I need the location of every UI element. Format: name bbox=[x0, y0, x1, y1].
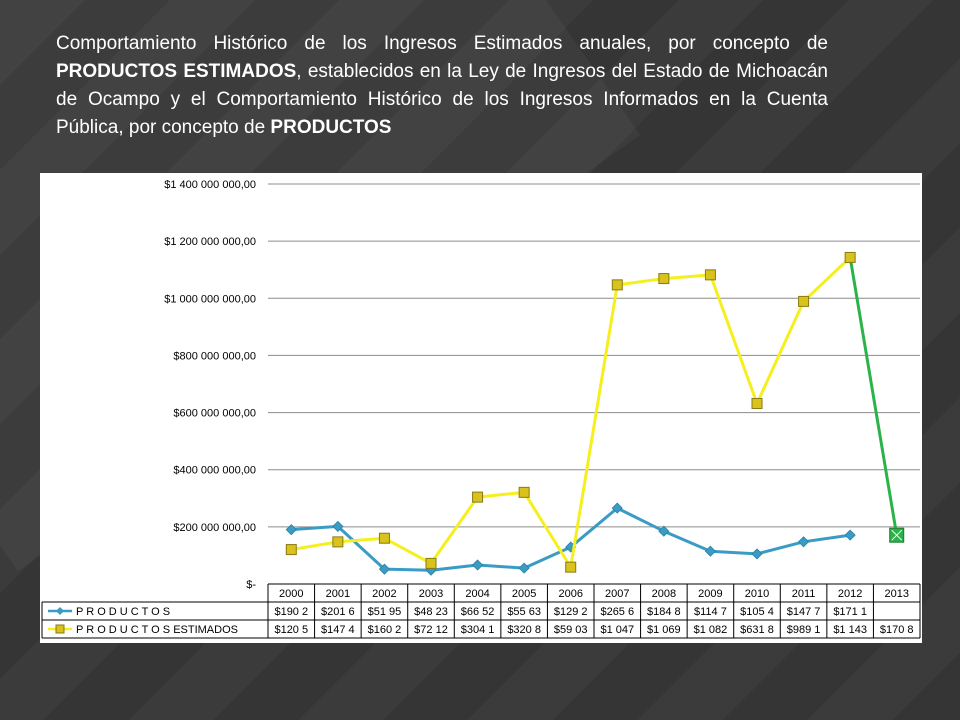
title-part-1: Comportamiento Histórico de los Ingresos… bbox=[56, 33, 828, 54]
data-point bbox=[285, 524, 297, 536]
data-point-cross bbox=[891, 529, 903, 541]
data-point bbox=[704, 545, 716, 557]
data-point bbox=[425, 557, 437, 569]
x-category-label: 2007 bbox=[605, 588, 629, 600]
x-category-label: 2009 bbox=[698, 588, 722, 600]
x-category-label: 2000 bbox=[279, 588, 303, 600]
y-tick-label: $200 000 000,00 bbox=[173, 522, 256, 534]
title-bold-1: PRODUCTOS ESTIMADOS bbox=[56, 61, 297, 82]
data-point bbox=[332, 520, 344, 532]
data-point bbox=[704, 269, 716, 281]
table-value: $59 03 bbox=[554, 624, 588, 636]
x-category-label: 2004 bbox=[465, 588, 489, 600]
table-value: $171 1 bbox=[833, 606, 867, 618]
data-point bbox=[798, 536, 810, 548]
table-value: $160 2 bbox=[368, 624, 402, 636]
x-category-label: 2001 bbox=[326, 588, 350, 600]
data-point bbox=[565, 561, 577, 573]
x-category-label: 2002 bbox=[372, 588, 396, 600]
x-category-label: 2011 bbox=[792, 588, 816, 600]
table-value: $105 4 bbox=[740, 606, 774, 618]
table-value: $129 2 bbox=[554, 606, 588, 618]
y-tick-label: $1 400 000 000,00 bbox=[164, 179, 256, 191]
data-point bbox=[332, 536, 344, 548]
table-value: $1 143 bbox=[833, 624, 867, 636]
x-category-label: 2005 bbox=[512, 588, 536, 600]
data-point bbox=[611, 279, 623, 291]
legend-marker bbox=[56, 607, 64, 615]
table-value: $147 7 bbox=[787, 606, 821, 618]
y-tick-label: $600 000 000,00 bbox=[173, 408, 256, 420]
legend-marker bbox=[55, 624, 65, 634]
x-category-label: 2003 bbox=[419, 588, 443, 600]
title-part-2: , establecidos en la Ley de Ingresos del… bbox=[56, 61, 829, 138]
data-point bbox=[378, 532, 390, 544]
table-value: $184 8 bbox=[647, 606, 681, 618]
table-value: $1 069 bbox=[647, 624, 681, 636]
legend-series-name: P R O D U C T O S bbox=[76, 606, 170, 618]
y-tick-label: $800 000 000,00 bbox=[173, 350, 256, 362]
x-category-label: 2006 bbox=[558, 588, 582, 600]
table-value: $114 7 bbox=[694, 606, 727, 618]
data-point bbox=[751, 548, 763, 560]
table-value: $989 1 bbox=[787, 624, 821, 636]
y-tick-label: $1 200 000 000,00 bbox=[164, 236, 256, 248]
table-value: $304 1 bbox=[461, 624, 495, 636]
table-value: $631 8 bbox=[740, 624, 774, 636]
table-value: $55 63 bbox=[507, 606, 541, 618]
table-value: $201 6 bbox=[321, 606, 355, 618]
x-category-label: 2013 bbox=[884, 588, 908, 600]
data-point bbox=[518, 562, 530, 574]
table-value: $1 082 bbox=[694, 624, 728, 636]
y-tick-label: $1 000 000 000,00 bbox=[164, 293, 256, 305]
x-category-label: 2012 bbox=[838, 588, 862, 600]
data-point bbox=[844, 529, 856, 541]
table-value: $170 8 bbox=[880, 624, 914, 636]
data-point bbox=[798, 295, 810, 307]
x-category-label: 2010 bbox=[745, 588, 769, 600]
data-point bbox=[472, 559, 484, 571]
title-bold-2: PRODUCTOS bbox=[270, 117, 392, 138]
data-point bbox=[611, 502, 623, 514]
table-value: $48 23 bbox=[414, 606, 448, 618]
data-point bbox=[751, 397, 763, 409]
table-value: $320 8 bbox=[507, 624, 541, 636]
x-category-label: 2008 bbox=[652, 588, 676, 600]
table-value: $51 95 bbox=[368, 606, 402, 618]
data-point bbox=[285, 544, 297, 556]
y-tick-label: $400 000 000,00 bbox=[173, 465, 256, 477]
data-point bbox=[472, 491, 484, 503]
table-value: $147 4 bbox=[321, 624, 355, 636]
data-point bbox=[658, 273, 670, 285]
table-value: $265 6 bbox=[600, 606, 634, 618]
series-line-segment bbox=[848, 257, 899, 536]
table-value: $66 52 bbox=[461, 606, 495, 618]
data-point bbox=[518, 486, 530, 498]
table-value: $1 047 bbox=[600, 624, 634, 636]
table-value: $72 12 bbox=[414, 624, 448, 636]
slide-title: Comportamiento Histórico de los Ingresos… bbox=[56, 30, 828, 142]
line-chart: $- $200 000 000,00 $400 000 000,00 $600 000… bbox=[41, 179, 921, 639]
data-point bbox=[844, 251, 856, 263]
chart-panel: $- $200 000 000,00 $400 000 000,00 $600 000… bbox=[40, 173, 922, 643]
y-tick-label: $- bbox=[246, 579, 256, 591]
table-value: $190 2 bbox=[274, 606, 308, 618]
data-point bbox=[378, 563, 390, 575]
table-value: $120 5 bbox=[274, 624, 308, 636]
data-point bbox=[658, 525, 670, 537]
legend-series-name: P R O D U C T O S ESTIMADOS bbox=[76, 624, 238, 636]
